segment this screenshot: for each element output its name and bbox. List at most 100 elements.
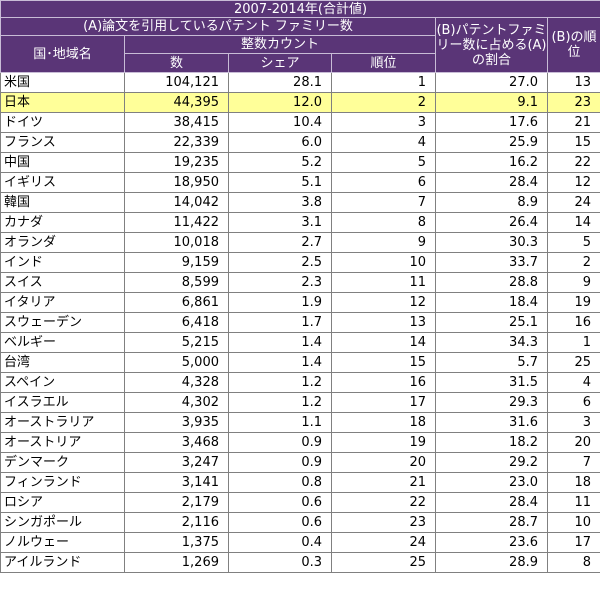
country-cell: 米国	[0, 72, 125, 93]
country-cell: インド	[0, 252, 125, 273]
count-cell: 3,935	[124, 412, 229, 433]
ratio-cell: 30.3	[435, 232, 548, 253]
country-cell: オーストラリア	[0, 412, 125, 433]
count-cell: 9,159	[124, 252, 229, 273]
table-row: カナダ 11,422 3.1 8 26.4 14	[0, 212, 600, 233]
share-cell: 2.5	[228, 252, 332, 273]
table-row: 日本 44,395 12.0 2 9.1 23	[0, 92, 600, 113]
count-cell: 4,302	[124, 392, 229, 413]
share-header: シェア	[228, 53, 332, 73]
share-cell: 5.1	[228, 172, 332, 193]
ratio-rank-cell: 25	[546, 352, 600, 373]
count-cell: 5,000	[124, 352, 229, 373]
count-cell: 6,418	[124, 312, 229, 333]
ratio-rank-cell: 19	[546, 292, 600, 313]
count-cell: 8,599	[124, 272, 229, 293]
country-cell: イスラエル	[0, 392, 125, 413]
ratio-cell: 28.4	[435, 172, 548, 193]
table-body: 米国 104,121 28.1 1 27.0 13 日本 44,395 12.0 2 9.1 23 ドイ…	[0, 72, 600, 573]
ratio-cell: 17.6	[435, 112, 548, 133]
share-cell: 0.3	[228, 552, 332, 573]
table-row: オランダ 10,018 2.7 9 30.3 5	[0, 232, 600, 253]
table-row: インド 9,159 2.5 10 33.7 2	[0, 252, 600, 273]
ratio-rank-cell: 16	[546, 312, 600, 333]
table-row: ベルギー 5,215 1.4 14 34.3 1	[0, 332, 600, 353]
count-cell: 6,861	[124, 292, 229, 313]
ratio-cell: 31.6	[435, 412, 548, 433]
ratio-rank-cell: 22	[546, 152, 600, 173]
country-cell: イギリス	[0, 172, 125, 193]
country-cell: 中国	[0, 152, 125, 173]
count-cell: 5,215	[124, 332, 229, 353]
ratio-cell: 25.1	[435, 312, 548, 333]
count-cell: 11,422	[124, 212, 229, 233]
count-cell: 3,141	[124, 472, 229, 493]
ratio-cell: 18.2	[435, 432, 548, 453]
ratio-rank-cell: 13	[546, 72, 600, 93]
rank-cell: 21	[331, 472, 436, 493]
count-cell: 14,042	[124, 192, 229, 213]
table-row: 米国 104,121 28.1 1 27.0 13	[0, 72, 600, 93]
share-cell: 0.9	[228, 432, 332, 453]
table-row: フランス 22,339 6.0 4 25.9 15	[0, 132, 600, 153]
ratio-cell: 33.7	[435, 252, 548, 273]
table-row: ロシア 2,179 0.6 22 28.4 11	[0, 492, 600, 513]
rank-cell: 8	[331, 212, 436, 233]
rank-cell: 18	[331, 412, 436, 433]
share-cell: 0.8	[228, 472, 332, 493]
count-cell: 44,395	[124, 92, 229, 113]
rank-cell: 10	[331, 252, 436, 273]
rank-cell: 13	[331, 312, 436, 333]
rank-cell: 22	[331, 492, 436, 513]
table-row: フィンランド 3,141 0.8 21 23.0 18	[0, 472, 600, 493]
ratio-cell: 26.4	[435, 212, 548, 233]
table-row: 韓国 14,042 3.8 7 8.9 24	[0, 192, 600, 213]
ratio-rank-cell: 23	[546, 92, 600, 113]
share-cell: 1.9	[228, 292, 332, 313]
table-row: オーストリア 3,468 0.9 19 18.2 20	[0, 432, 600, 453]
ratio-rank-cell: 15	[546, 132, 600, 153]
share-cell: 0.6	[228, 512, 332, 533]
ratio-cell: 5.7	[435, 352, 548, 373]
country-cell: フィンランド	[0, 472, 125, 493]
rank-cell: 1	[331, 72, 436, 93]
ratio-cell: 23.6	[435, 532, 548, 553]
table-header: 2007-2014年(合計値) (A)論文を引用しているパテント ファミリー数 …	[0, 0, 600, 73]
ratio-cell: 28.7	[435, 512, 548, 533]
country-cell: オーストリア	[0, 432, 125, 453]
table-title: 2007-2014年(合計値)	[0, 0, 600, 18]
rank-cell: 25	[331, 552, 436, 573]
share-cell: 10.4	[228, 112, 332, 133]
count-cell: 1,375	[124, 532, 229, 553]
share-cell: 0.9	[228, 452, 332, 473]
table-row: ノルウェー 1,375 0.4 24 23.6 17	[0, 532, 600, 553]
rank-cell: 14	[331, 332, 436, 353]
country-cell: ノルウェー	[0, 532, 125, 553]
rank-cell: 15	[331, 352, 436, 373]
share-cell: 3.1	[228, 212, 332, 233]
rank-header: 順位	[331, 53, 436, 73]
count-cell: 3,247	[124, 452, 229, 473]
country-cell: フランス	[0, 132, 125, 153]
ratio-rank-cell: 4	[546, 372, 600, 393]
country-cell: 日本	[0, 92, 125, 113]
rank-cell: 6	[331, 172, 436, 193]
table-row: スペイン 4,328 1.2 16 31.5 4	[0, 372, 600, 393]
share-cell: 5.2	[228, 152, 332, 173]
ratio-rank-cell: 9	[546, 272, 600, 293]
country-cell: アイルランド	[0, 552, 125, 573]
ratio-rank-cell: 3	[546, 412, 600, 433]
share-cell: 28.1	[228, 72, 332, 93]
share-cell: 1.4	[228, 352, 332, 373]
rank-cell: 17	[331, 392, 436, 413]
share-cell: 0.6	[228, 492, 332, 513]
table-row: イスラエル 4,302 1.2 17 29.3 6	[0, 392, 600, 413]
country-header: 国･地域名	[0, 35, 125, 73]
share-cell: 2.3	[228, 272, 332, 293]
share-cell: 1.1	[228, 412, 332, 433]
ratio-rank-cell: 11	[546, 492, 600, 513]
ratio-cell: 18.4	[435, 292, 548, 313]
country-cell: オランダ	[0, 232, 125, 253]
table-row: 中国 19,235 5.2 5 16.2 22	[0, 152, 600, 173]
group-b-header: (B)パテントファミリー数に占める(A)の割合	[435, 17, 548, 73]
